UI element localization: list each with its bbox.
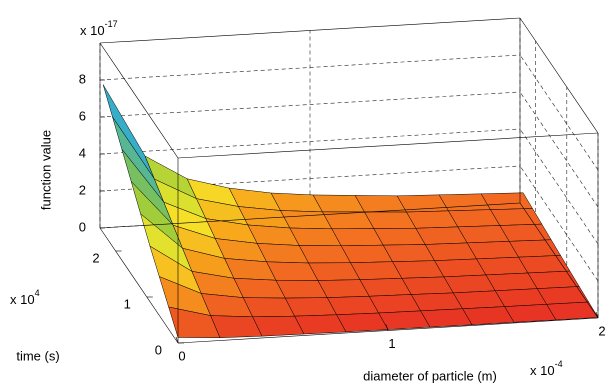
x-multiplier-base: x 10: [530, 363, 555, 378]
surface-face: [536, 286, 590, 305]
grid-line: [519, 54, 599, 171]
grid-line: [519, 91, 599, 208]
x-multiplier-exponent: -4: [555, 359, 563, 369]
surface-face: [499, 223, 552, 242]
axis-box-edge: [99, 202, 521, 229]
grid-line: [519, 165, 599, 282]
z-tick-label: 6: [79, 108, 86, 123]
y-tick-label: 0: [155, 342, 162, 357]
grid-line: [519, 128, 599, 245]
axis-box-edge: [99, 42, 179, 159]
axis-box-edge: [99, 17, 521, 44]
y-tick-label: 2: [92, 250, 99, 265]
axis-box-edge: [177, 132, 599, 159]
x-tick-label: 0: [178, 348, 185, 363]
axis-box-edge: [99, 227, 179, 344]
surface-face: [527, 270, 580, 289]
z-axis-label: function value: [38, 130, 53, 210]
surface-face: [546, 301, 599, 321]
y-axis-label: time (s): [16, 348, 59, 363]
x-multiplier: x 10-4: [530, 359, 563, 378]
tick-mark: [175, 336, 179, 344]
tick-mark: [385, 324, 389, 331]
y-multiplier-exponent: 4: [35, 288, 40, 298]
y-multiplier-base: x 10: [10, 292, 35, 307]
y-multiplier: x 104: [10, 288, 40, 307]
surface-face: [518, 255, 571, 274]
z-multiplier: x 10-17: [80, 19, 118, 38]
z-multiplier-exponent: -17: [105, 19, 118, 29]
z-tick-label: 2: [79, 182, 86, 197]
surface-face: [480, 192, 533, 210]
z-tick-label: 8: [79, 71, 86, 86]
surface-face: [508, 239, 561, 258]
y-tick-label: 1: [124, 296, 131, 311]
z-tick-label: 0: [79, 219, 86, 234]
axis-box-edge: [519, 202, 599, 319]
x-axis-label: diameter of particle (m): [363, 368, 497, 383]
axis-box-edge: [519, 17, 599, 134]
z-tick-label: 4: [79, 145, 86, 160]
z-multiplier-base: x 10: [80, 23, 105, 38]
x-tick-label: 1: [388, 336, 395, 351]
surface-face: [490, 208, 543, 226]
tick-mark: [595, 311, 599, 319]
grid-line: [99, 91, 521, 118]
x-tick-label: 2: [598, 323, 605, 338]
